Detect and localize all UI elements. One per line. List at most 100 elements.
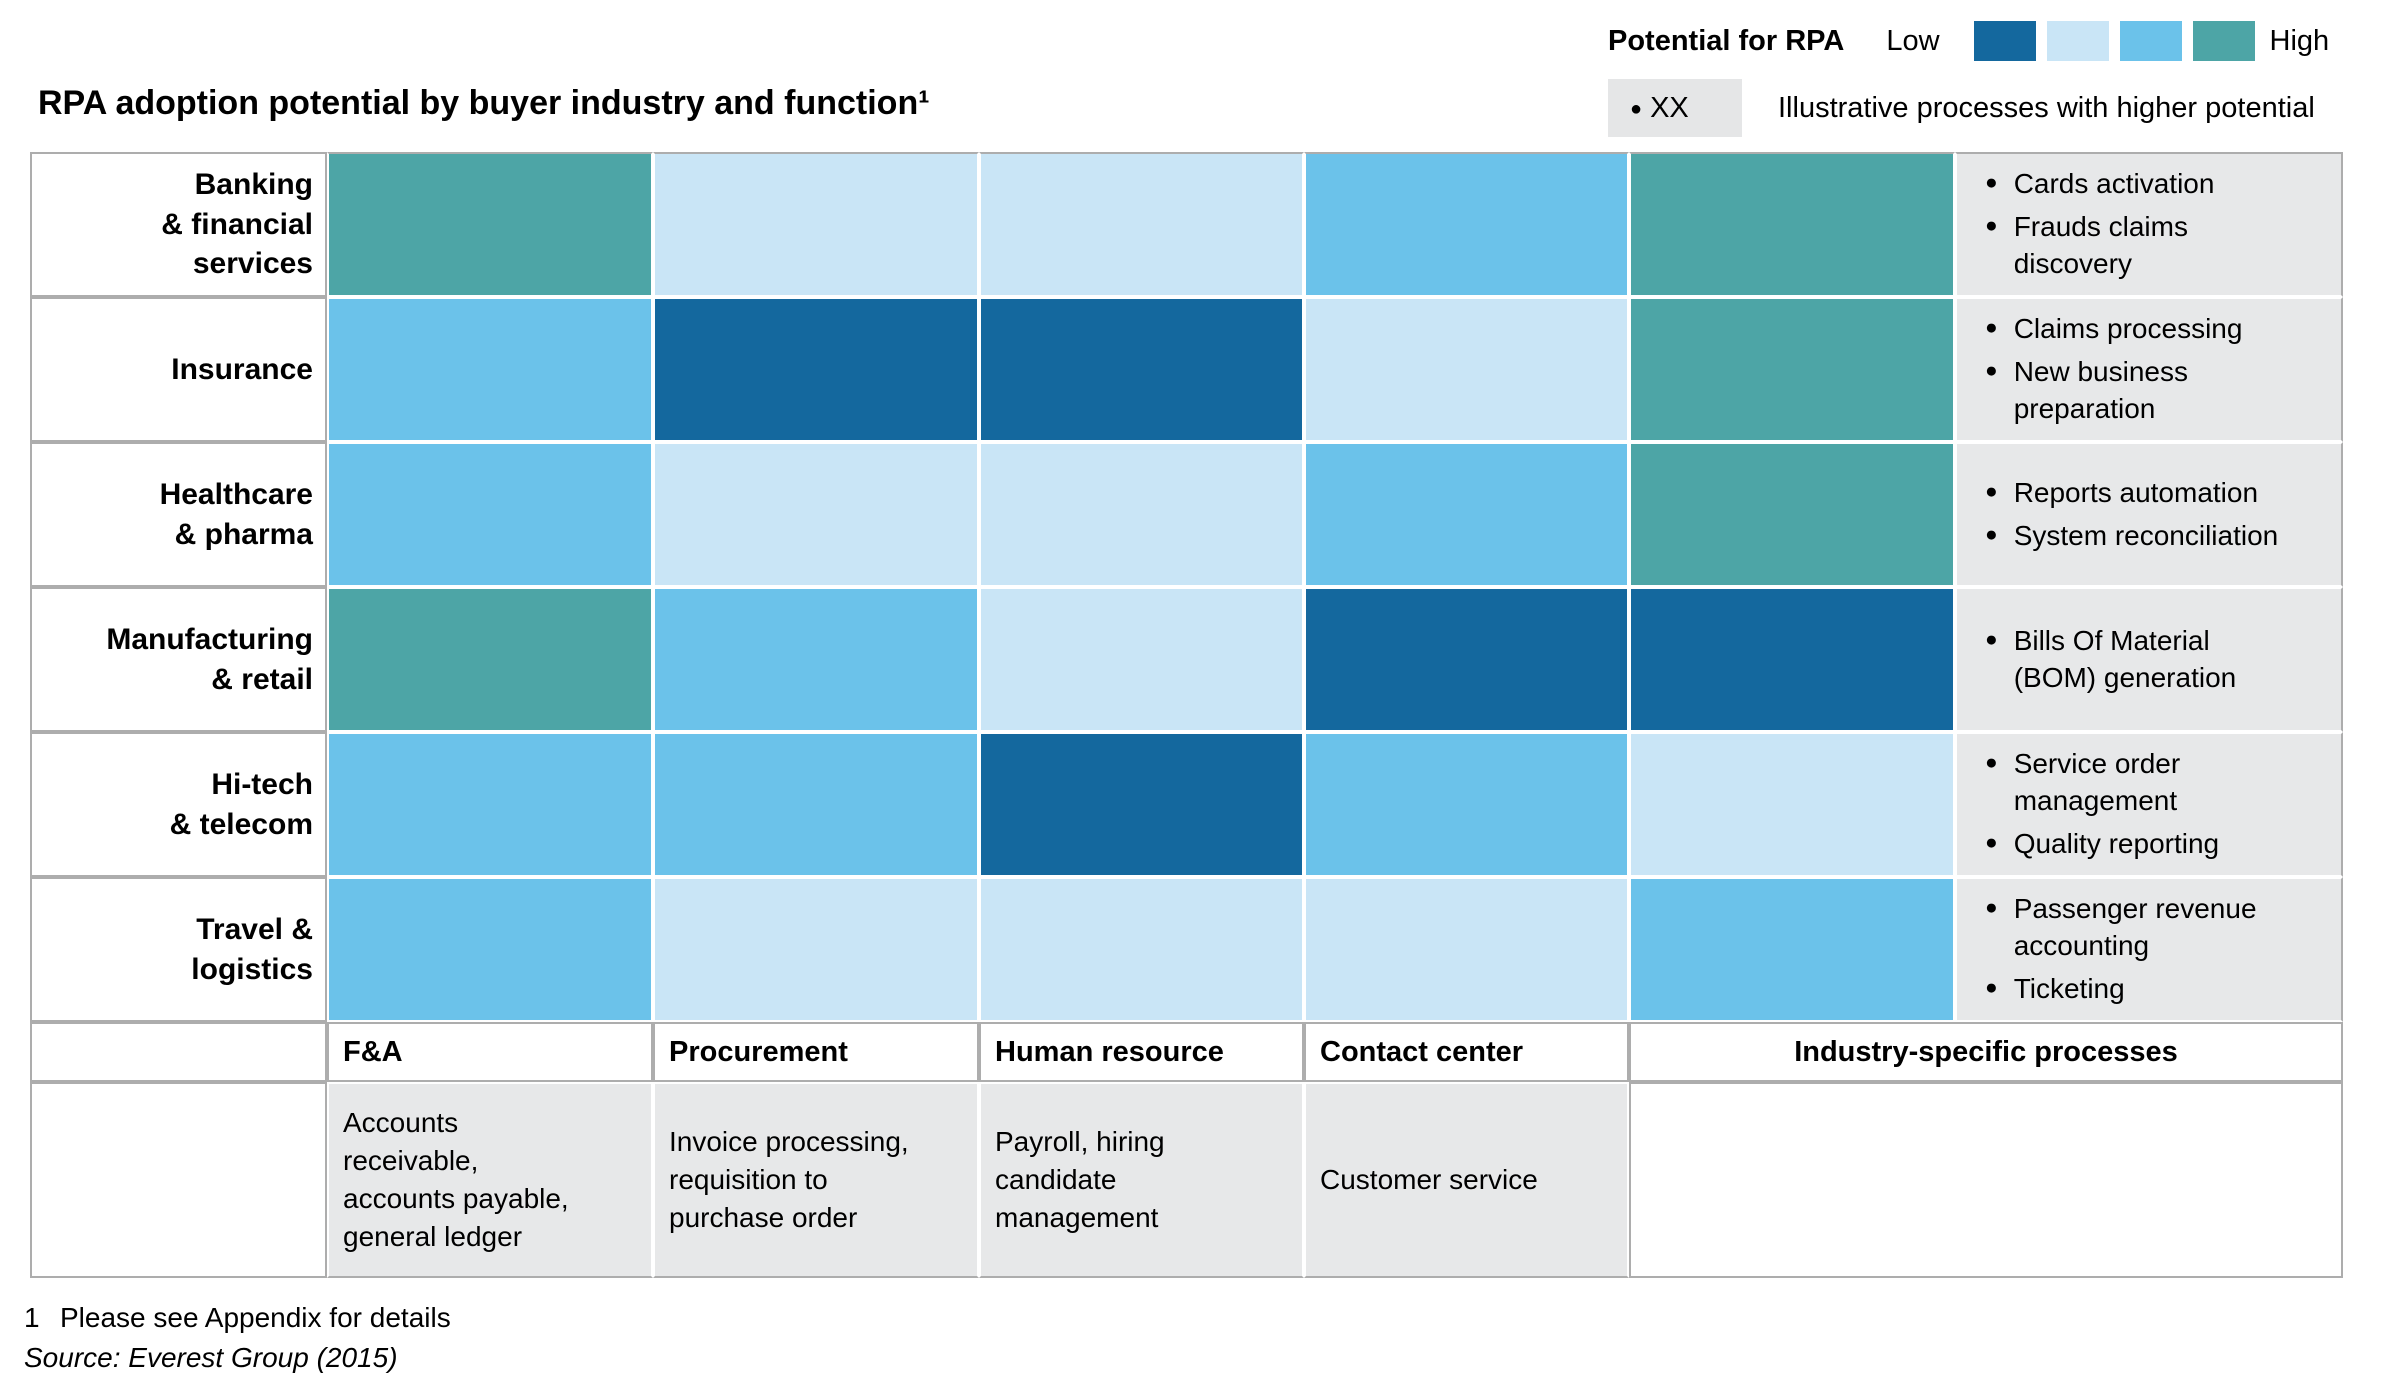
bullet-icon: ● [1985,214,1998,238]
column-description-industry [1629,1082,2343,1278]
legend-swatch-1 [1973,21,2036,61]
bullet-icon: ● [1985,830,1998,854]
legend-swatch-2 [2046,21,2109,61]
column-header-2: Human resource [979,1022,1304,1082]
matrix-cell-2-4 [1629,442,1955,587]
page-title: RPA adoption potential by buyer industry… [38,84,930,122]
matrix-cell-5-4 [1629,877,1955,1022]
industry-processes-1: ● Claims processing ● New business preparat… [1955,297,2343,442]
matrix-cell-3-2 [979,587,1304,732]
matrix-cell-2-1 [653,442,979,587]
column-header-label: Contact center [1320,1035,1524,1068]
matrix-cell-5-3 [1304,877,1629,1022]
legend-illustrative-note: Illustrative processes with higher poten… [1778,91,2315,124]
matrix-cell-1-2 [979,297,1304,442]
industry-processes-4: ● Service order management ● Quality report… [1955,732,2343,877]
bullet-icon: ● [1985,751,1998,775]
source-note: Source: Everest Group (2015) [24,1341,398,1373]
bullet-icon: ● [1630,97,1643,120]
bullet-icon: ● [1985,896,1998,920]
process-label: Passenger revenue accounting [2013,893,2257,962]
column-header-industry: Industry-specific processes [1629,1022,2343,1082]
column-header-3: Contact center [1304,1022,1629,1082]
matrix-cell-3-0 [327,587,653,732]
process-item: ● Ticketing [1983,971,2341,1008]
process-label: System reconciliation [2013,519,2279,551]
footnote-text: Please see Appendix for details [60,1302,451,1333]
bullet-icon: ● [1985,975,1998,999]
process-item: ● Quality reporting [1983,826,2341,863]
industry-label-3: Manufacturing & retail [30,587,327,732]
process-item: ● New business preparation [1983,354,2341,428]
industry-processes-0: ● Cards activation ● Frauds claims discover… [1955,152,2343,297]
process-item: ● Bills Of Material (BOM) generation [1983,623,2341,697]
matrix-cell-5-1 [653,877,979,1022]
column-header-label: Procurement [669,1035,848,1068]
legend-high-label: High [2269,24,2330,57]
footnotes: 1 Please see Appendix for details Source:… [24,1298,451,1378]
legend-illustrative-row: ● XX Illustrative processes with higher p… [1608,79,2329,137]
legend-marker-label: XX [1650,91,1689,124]
matrix-cell-4-1 [653,732,979,877]
industry-label-2: Healthcare & pharma [30,442,327,587]
matrix-cell-2-3 [1304,442,1629,587]
footnote-marker: 1 [24,1302,40,1333]
process-label: Claims processing [2013,313,2243,345]
matrix-cell-4-0 [327,732,653,877]
legend-scale-row: Potential for RPA Low High [1608,20,2329,62]
matrix-cell-1-0 [327,297,653,442]
matrix-cell-4-4 [1629,732,1955,877]
process-label: Frauds claims discovery [2013,211,2188,279]
matrix-cell-5-0 [327,877,653,1022]
column-description-text: Accounts receivable, accounts payable, g… [343,1106,569,1253]
legend-illustrative-chip: ● XX [1608,79,1742,137]
matrix-cell-0-1 [653,152,979,297]
column-description-2: Payroll, hiring candidate management [979,1082,1304,1278]
industry-label-1: Insurance [30,297,327,442]
legend-title: Potential for RPA [1608,24,1845,57]
column-header-label: Human resource [995,1035,1224,1068]
industry-processes-2: ● Reports automation ● System reconciliatio… [1955,442,2343,587]
bullet-icon: ● [1985,359,1998,383]
bullet-icon: ● [1985,171,1998,195]
industry-label-5: Travel & logistics [30,877,327,1022]
process-item: ● Passenger revenue accounting [1983,891,2341,965]
legend-swatches [1973,21,2266,61]
column-header-0: F&A [327,1022,653,1082]
column-header-label: Industry-specific processes [1794,1035,2178,1068]
matrix-cell-0-4 [1629,152,1955,297]
column-description-0: Accounts receivable, accounts payable, g… [327,1082,653,1278]
process-label: Cards activation [2013,168,2215,200]
process-label: Bills Of Material (BOM) generation [2013,624,2237,693]
bullet-icon: ● [1985,316,1998,340]
legend-swatch-4 [2192,21,2255,61]
process-item: ● Claims processing [1983,311,2341,348]
process-label: Quality reporting [2013,827,2220,859]
matrix-grid: Banking & financial services ● Cards activat… [30,152,2343,1278]
column-description-1: Invoice processing, requisition to purch… [653,1082,979,1278]
matrix-cell-1-4 [1629,297,1955,442]
column-description-text: Payroll, hiring candidate management [995,1125,1165,1234]
process-item: ● Reports automation [1983,475,2341,512]
legend: Potential for RPA Low High ● XX Illustrat… [1608,20,2329,137]
process-item: ● Frauds claims discovery [1983,209,2341,283]
matrix-cell-5-2 [979,877,1304,1022]
column-description-text: Invoice processing, requisition to purch… [669,1125,909,1234]
process-item: ● System reconciliation [1983,518,2341,555]
industry-processes-3: ● Bills Of Material (BOM) generation [1955,587,2343,732]
matrix-cell-4-2 [979,732,1304,877]
process-item: ● Service order management [1983,746,2341,820]
matrix-cell-0-2 [979,152,1304,297]
matrix-cell-3-4 [1629,587,1955,732]
matrix-cell-1-1 [653,297,979,442]
bullet-icon: ● [1985,522,1998,546]
matrix-cell-3-3 [1304,587,1629,732]
footnote: 1 Please see Appendix for details [24,1298,451,1338]
process-label: Ticketing [2013,972,2125,1004]
bullet-icon: ● [1985,627,1998,651]
column-description-text: Customer service [1320,1163,1538,1195]
process-label: Service order management [2013,748,2181,817]
column-header-label: F&A [343,1035,403,1068]
matrix-cell-0-3 [1304,152,1629,297]
matrix-cell-1-3 [1304,297,1629,442]
